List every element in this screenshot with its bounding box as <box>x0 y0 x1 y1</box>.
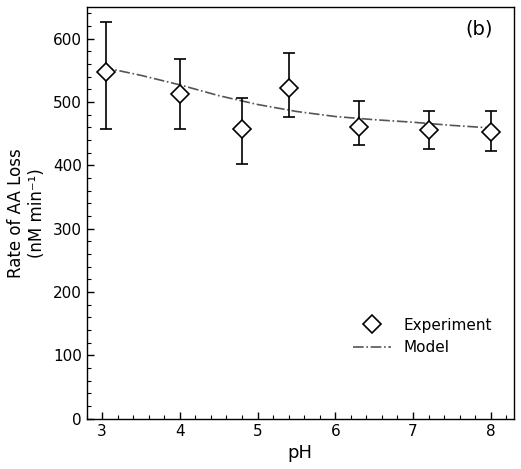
Y-axis label: Rate of AA Loss
(nM min⁻¹): Rate of AA Loss (nM min⁻¹) <box>7 148 46 278</box>
X-axis label: pH: pH <box>288 444 313 462</box>
Text: (b): (b) <box>465 19 493 38</box>
Legend: Experiment, Model: Experiment, Model <box>347 312 498 362</box>
